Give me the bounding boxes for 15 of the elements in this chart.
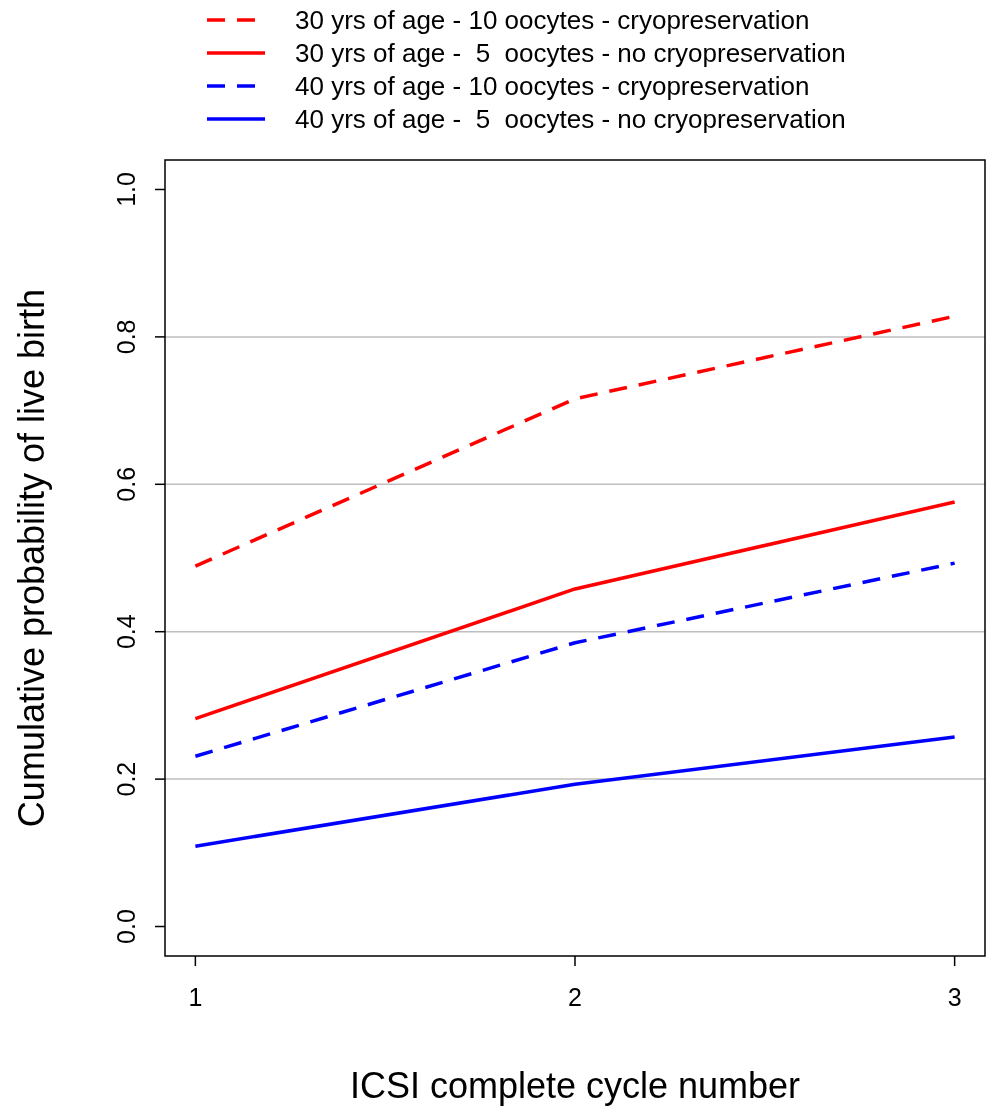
x-axis-title: ICSI complete cycle number [349, 1065, 801, 1106]
legend-label: 40 yrs of age - 5 oocytes - no cryopreservation [295, 104, 846, 134]
y-axis-title: Cumulative probability of live birth [11, 288, 52, 828]
y-tick-label: 0.8 [112, 319, 140, 355]
x-tick-label: 3 [947, 983, 962, 1011]
y-tick-label: 0.2 [112, 761, 140, 797]
x-tick-label: 2 [568, 983, 582, 1011]
legend-label: 40 yrs of age - 10 oocytes - cryopreservation [295, 71, 810, 101]
y-tick-label: 0.4 [112, 614, 140, 650]
y-tick-label: 0.0 [112, 909, 140, 944]
x-tick-label: 1 [188, 983, 203, 1011]
y-tick-label: 0.6 [112, 466, 140, 502]
legend-label: 30 yrs of age - 10 oocytes - cryopreservation [295, 5, 810, 35]
legend-label: 30 yrs of age - 5 oocytes - no cryopreservation [295, 38, 846, 68]
y-tick-label: 1.0 [112, 172, 140, 207]
